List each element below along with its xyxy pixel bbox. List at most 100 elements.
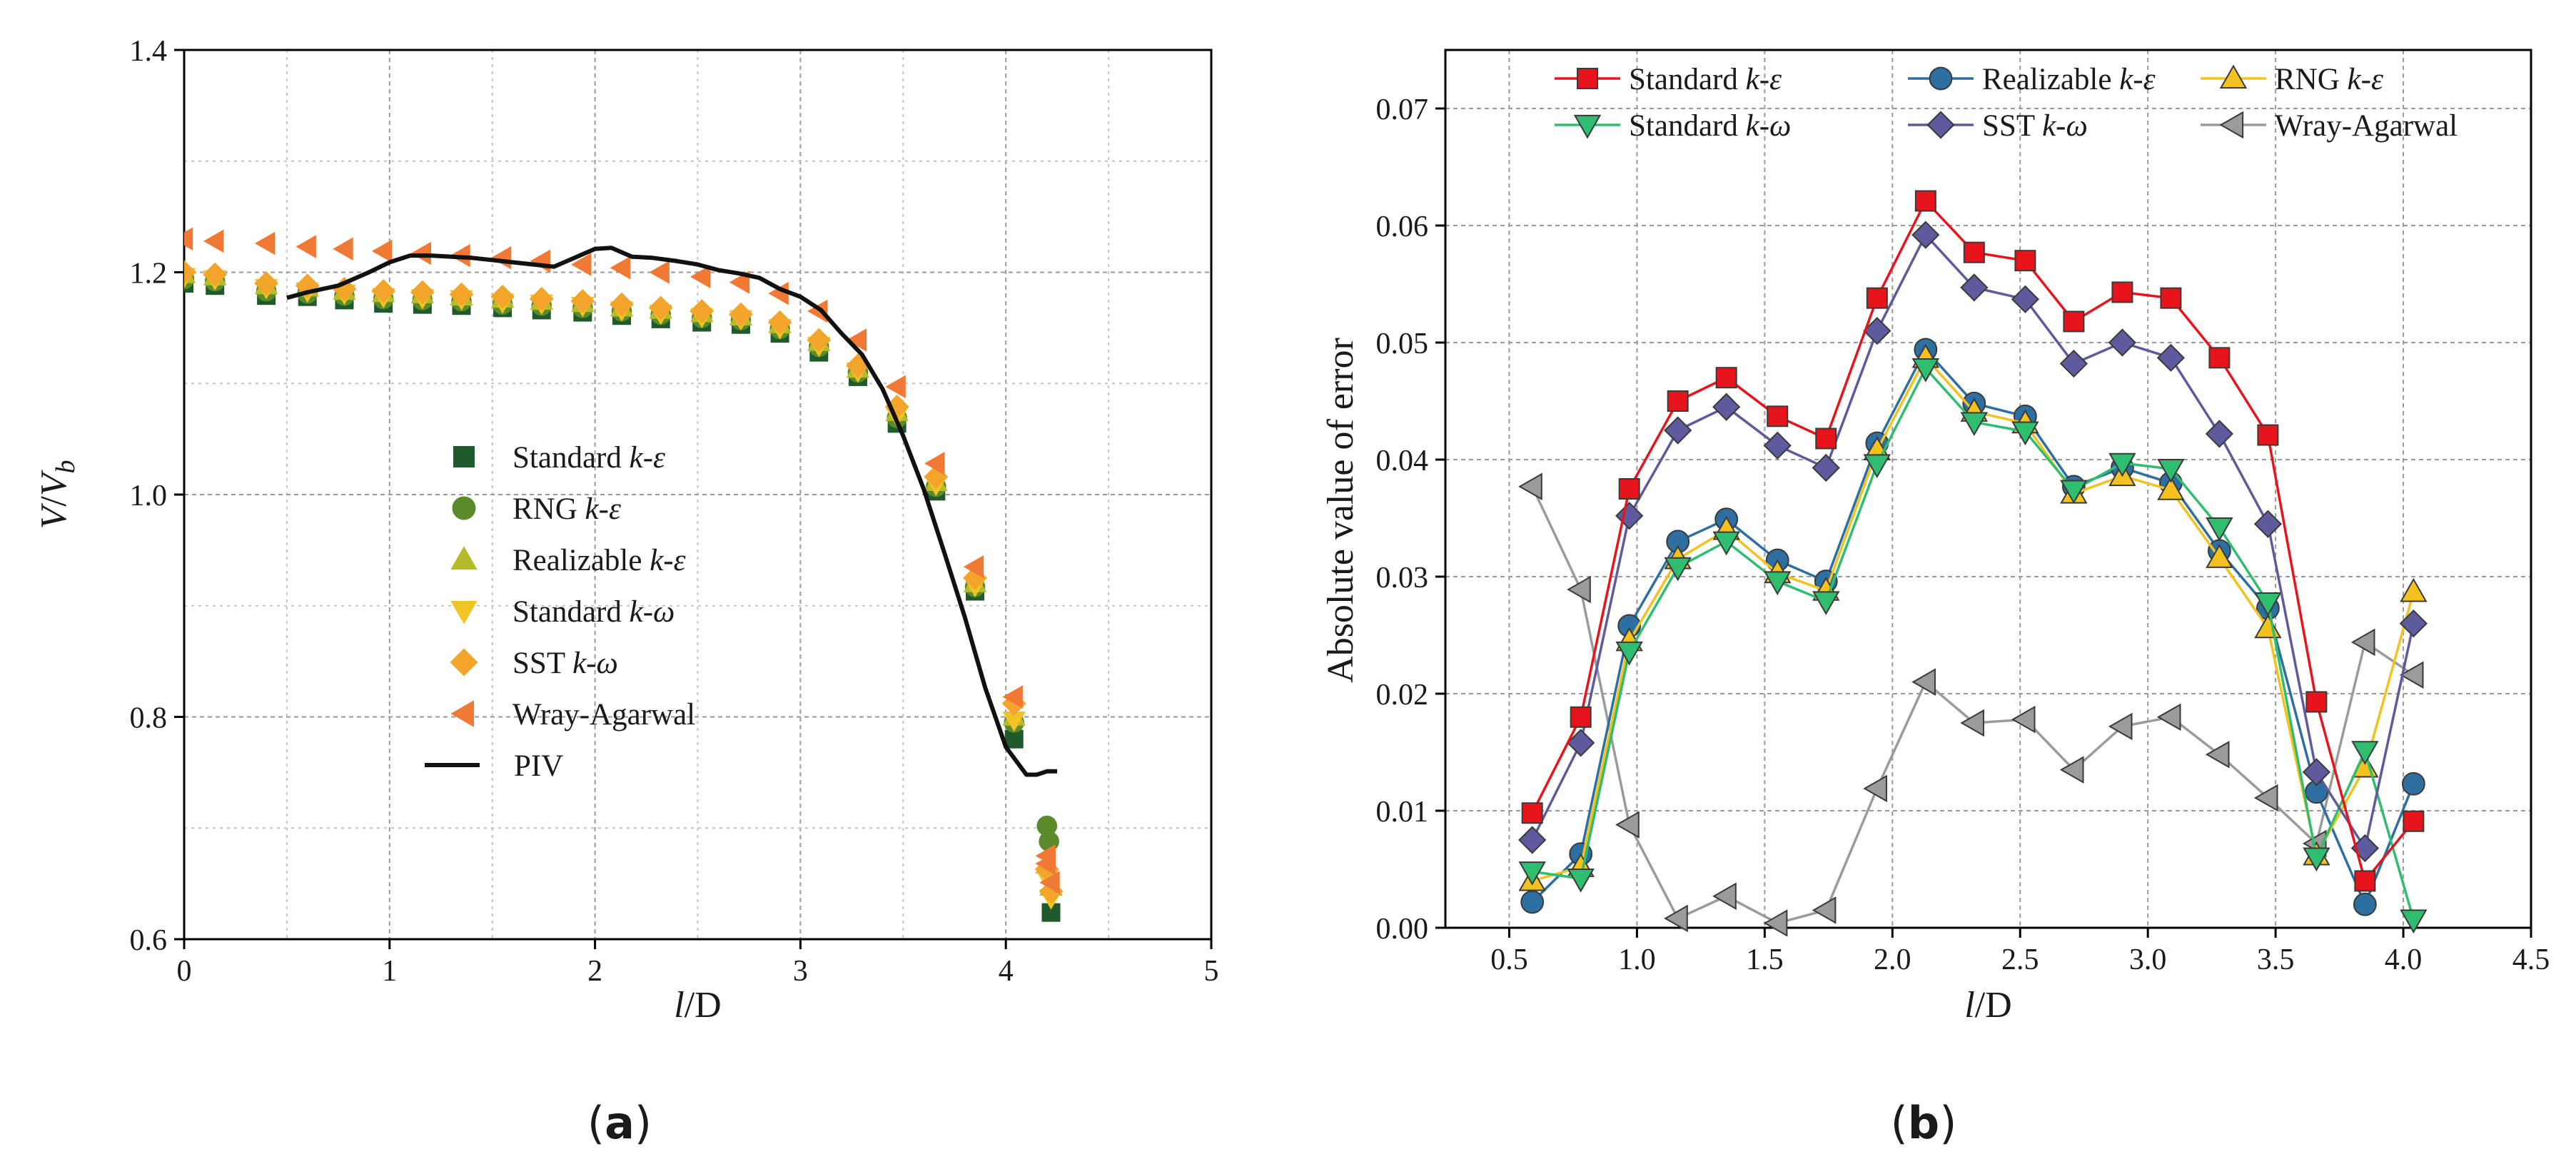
data-point xyxy=(963,555,984,579)
legend-marker xyxy=(1926,111,1955,139)
data-point xyxy=(2157,476,2185,500)
data-point xyxy=(1712,393,1741,421)
data-point xyxy=(846,328,867,352)
x-axis-title-d: /D xyxy=(685,985,722,1026)
x-tick-text: 1 xyxy=(382,955,397,988)
data-point xyxy=(1960,709,1984,737)
data-point xyxy=(410,241,432,265)
y-tick-label: 0.07 xyxy=(1376,93,1429,126)
data-point xyxy=(203,262,228,287)
plot-frame xyxy=(1444,49,2532,929)
panel-label-b-close: ) xyxy=(1939,1097,1956,1149)
data-point xyxy=(2399,609,2428,638)
legend-name: RNG xyxy=(2275,63,2348,96)
x-tick-text: 0 xyxy=(177,955,192,988)
x-tick-label: 2.5 xyxy=(2001,943,2039,976)
data-point xyxy=(1763,909,1788,937)
y-tick-label: 1.2 xyxy=(130,258,168,290)
x-tick-text: 2 xyxy=(587,955,602,988)
series-a xyxy=(184,227,1064,922)
y-tick-text: 1.0 xyxy=(130,480,168,512)
y-tick-label: 0.8 xyxy=(130,702,168,735)
data-point xyxy=(924,452,945,475)
data-point xyxy=(1664,904,1688,933)
data-point xyxy=(1001,691,1026,716)
legend-b: Standard k-ε Realizable k-ε RNG k-εStandar… xyxy=(1555,63,2458,143)
data-point xyxy=(2063,310,2085,333)
data-point xyxy=(2350,628,2375,657)
y-tick-text: 1.2 xyxy=(130,258,168,290)
legend-name-italic: k-ω xyxy=(572,647,618,680)
data-point xyxy=(449,282,474,307)
legend-label: SST k-ω xyxy=(512,647,618,680)
y-tick-text: 0.04 xyxy=(1376,445,1429,477)
legend-label: Standard k-ω xyxy=(1629,109,1791,143)
data-point xyxy=(2205,741,2230,769)
data-point xyxy=(2350,834,2379,863)
legend-name-italic: k-ε xyxy=(630,441,665,475)
x-tick-label: 4.0 xyxy=(2385,943,2423,976)
legend-label: PIV xyxy=(514,749,563,783)
legend-marker xyxy=(1577,68,1598,89)
x-tick-text: 3.0 xyxy=(2129,943,2167,976)
x-tick-label: 1.0 xyxy=(1618,943,1656,976)
legend-name-italic: k-ω xyxy=(2042,109,2088,143)
data-point xyxy=(1567,868,1595,893)
panel-label-b-letter: b xyxy=(1908,1097,1939,1149)
series-b-0 xyxy=(1521,190,2425,892)
data-point xyxy=(2403,810,2425,832)
legend-name: Standard xyxy=(512,441,630,475)
y-tick-label: 0.02 xyxy=(1376,679,1429,712)
data-point xyxy=(807,299,828,323)
data-point xyxy=(571,253,592,276)
y-tick-label: 0.6 xyxy=(130,924,168,957)
data-point xyxy=(2156,703,2181,732)
data-point xyxy=(1712,882,1737,910)
data-point xyxy=(2257,424,2279,446)
x-tick-text: 4 xyxy=(999,955,1014,988)
y-tick-label: 0.01 xyxy=(1376,796,1429,829)
y-tick-text: 0.6 xyxy=(130,924,168,957)
series-b-3 xyxy=(1518,358,2428,934)
data-point xyxy=(1911,668,1936,696)
x-tick-label: 3 xyxy=(793,955,808,988)
data-point xyxy=(203,229,224,253)
series-b-5 xyxy=(1518,472,2424,937)
chart-b: 0.5 1.0 1.5 2.0 2.5 3.0 3.5 4.0 4.5 0.00 0.01 0.02 0… xyxy=(1320,49,2550,1026)
legend-name-italic: k-ε xyxy=(1746,63,1782,96)
panel-label-b: (b) xyxy=(1891,1097,1957,1149)
data-point xyxy=(649,260,670,284)
data-point xyxy=(2014,250,2036,272)
legend-name-italic: k-ω xyxy=(1746,109,1792,143)
series-a-5 xyxy=(184,227,1060,894)
data-point xyxy=(1960,273,1989,302)
piv-line xyxy=(286,246,1058,777)
x-axis-title-l: l xyxy=(674,985,684,1026)
legend-marker xyxy=(1573,114,1602,139)
y-tick-label: 0.06 xyxy=(1376,211,1429,243)
legend-name: RNG xyxy=(512,492,585,526)
data-point xyxy=(1764,571,1792,596)
data-point xyxy=(2059,349,2088,378)
data-point xyxy=(333,237,353,261)
grid xyxy=(184,50,1211,939)
data-point xyxy=(2253,510,2282,538)
ticks: 0.5 1.0 1.5 2.0 2.5 3.0 3.5 4.0 4.5 0.00 0.01 0.02 0… xyxy=(1376,93,2550,976)
legend-name: SST xyxy=(512,647,572,680)
data-point xyxy=(490,284,515,309)
legend-marker xyxy=(2219,111,2244,139)
y-axis-title-b: b xyxy=(51,460,81,474)
data-point xyxy=(2254,592,2282,617)
data-point xyxy=(2303,847,2330,872)
legend-label: Standard k-ε xyxy=(512,441,665,475)
legend-name: Realizable xyxy=(1982,63,2119,96)
data-point xyxy=(768,281,789,305)
data-point xyxy=(2354,870,2376,892)
data-point xyxy=(295,273,320,298)
data-point xyxy=(1518,472,1542,500)
data-point xyxy=(2156,343,2186,372)
data-point xyxy=(885,375,906,399)
data-point xyxy=(648,295,673,320)
x-tick-text: 1.5 xyxy=(1746,943,1784,976)
data-point xyxy=(1615,641,1643,666)
